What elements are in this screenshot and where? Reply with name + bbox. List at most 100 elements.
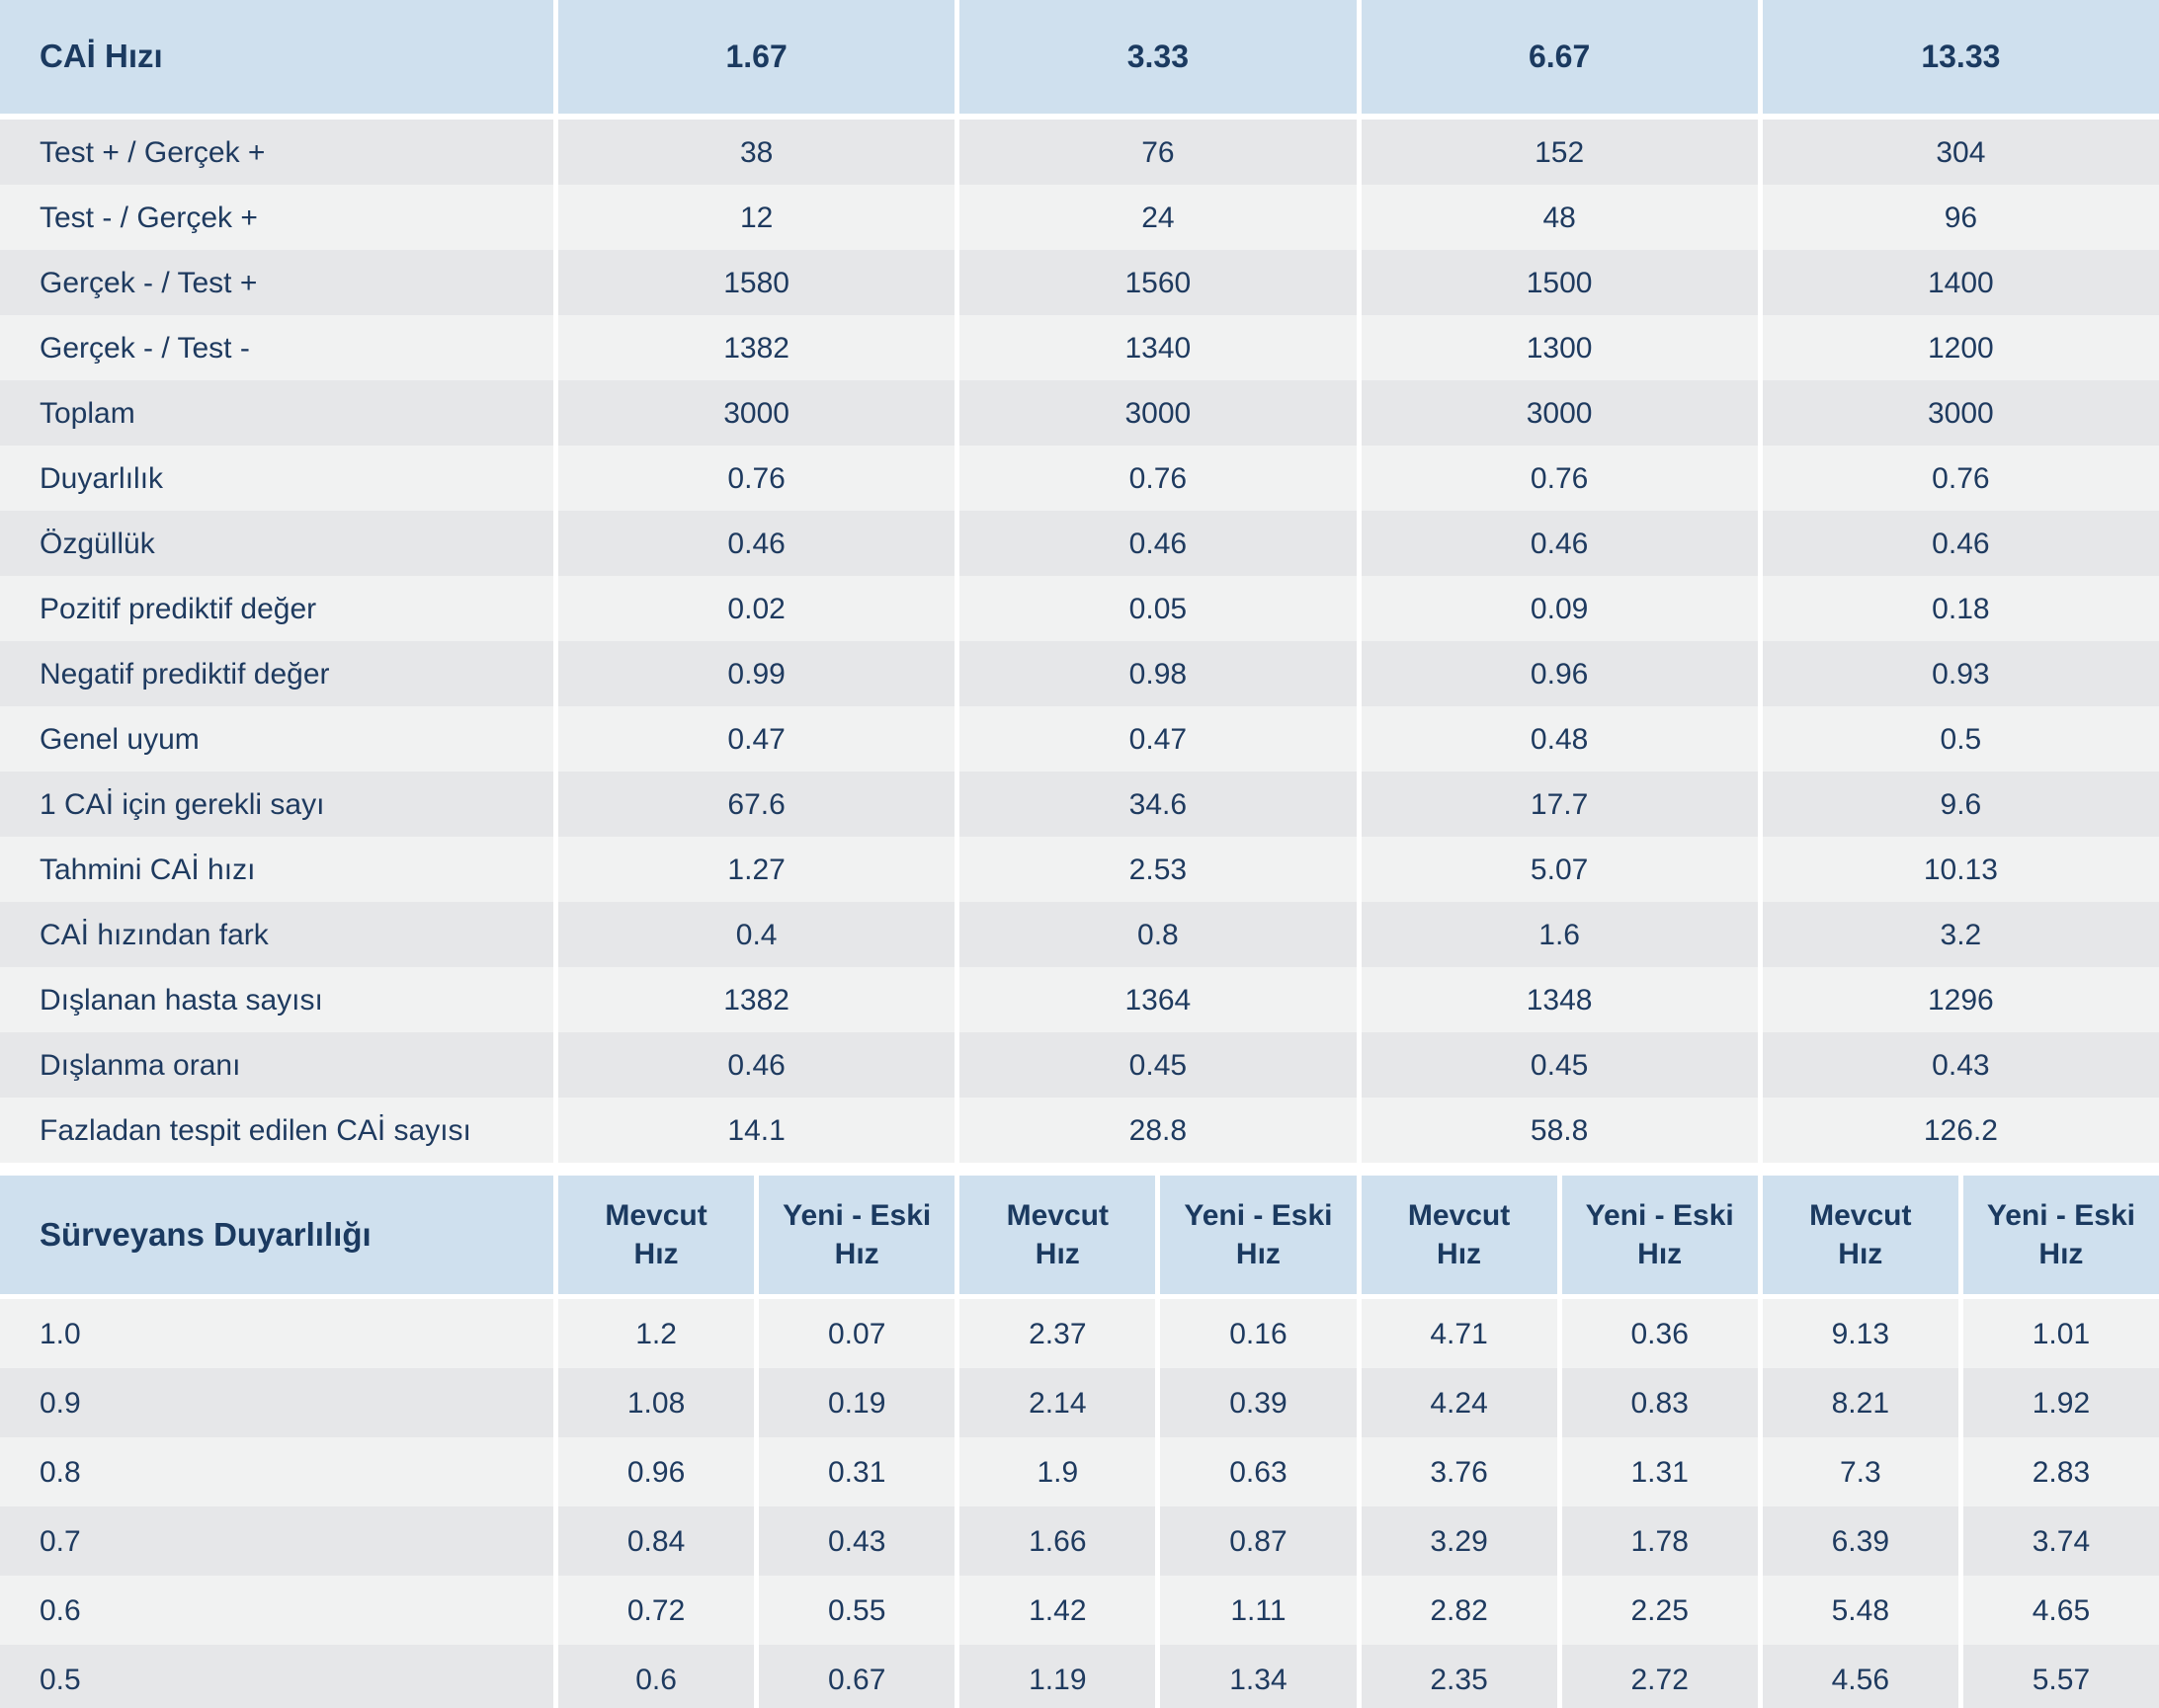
- cell-value: 1300: [1361, 315, 1758, 380]
- cell-value: 0.47: [959, 706, 1357, 772]
- cell-value: 3000: [959, 380, 1357, 446]
- cell-value: 38: [558, 120, 955, 185]
- cell-value: 3.2: [1762, 902, 2159, 967]
- table-row: Genel uyum 0.47 0.47 0.48 0.5: [0, 706, 2159, 772]
- table-row: 0.6 0.72 0.55 1.42 1.11 2.82 2.25 5.48 4.65: [0, 1576, 2159, 1645]
- cell-value: 0.19: [759, 1368, 955, 1437]
- cell-value: 4.71: [1361, 1299, 1557, 1368]
- cell-value: 0.5: [1762, 706, 2159, 772]
- cell-value: 1382: [558, 315, 955, 380]
- cell-value: 0.47: [558, 706, 955, 772]
- column-header: Yeni - Eski Hız: [1160, 1176, 1357, 1294]
- cai-rate-header-row: CAİ Hızı 1.67 3.33 6.67 13.33: [0, 0, 2159, 114]
- cell-value: 3000: [558, 380, 955, 446]
- column-header: 13.33: [1762, 0, 2159, 114]
- cell-value: 304: [1762, 120, 2159, 185]
- cell-value: 24: [959, 185, 1357, 250]
- row-label: 1 CAİ için gerekli sayı: [0, 772, 553, 837]
- cell-value: 1.66: [959, 1506, 1156, 1576]
- cell-value: 0.46: [1762, 511, 2159, 576]
- table-row: Negatif prediktif değer 0.99 0.98 0.96 0.93: [0, 641, 2159, 706]
- cell-value: 0.84: [558, 1506, 755, 1576]
- cell-value: 76: [959, 120, 1357, 185]
- column-header: 6.67: [1361, 0, 1758, 114]
- row-label: 0.6: [0, 1576, 553, 1645]
- table-row: Toplam 3000 3000 3000 3000: [0, 380, 2159, 446]
- cell-value: 1.6: [1361, 902, 1758, 967]
- cell-value: 1500: [1361, 250, 1758, 315]
- column-header: 1.67: [558, 0, 955, 114]
- cell-value: 8.21: [1762, 1368, 1958, 1437]
- cell-value: 0.98: [959, 641, 1357, 706]
- cell-value: 0.99: [558, 641, 955, 706]
- cell-value: 2.35: [1361, 1645, 1557, 1708]
- row-label: Genel uyum: [0, 706, 553, 772]
- cell-value: 0.4: [558, 902, 955, 967]
- cell-value: 1.9: [959, 1437, 1156, 1506]
- row-label: Dışlanan hasta sayısı: [0, 967, 553, 1032]
- column-header: Mevcut Hız: [1361, 1176, 1557, 1294]
- cell-value: 14.1: [558, 1098, 955, 1163]
- row-label: 1.0: [0, 1299, 553, 1368]
- column-header: Mevcut Hız: [959, 1176, 1156, 1294]
- cell-value: 3000: [1762, 380, 2159, 446]
- cell-value: 10.13: [1762, 837, 2159, 902]
- cell-value: 34.6: [959, 772, 1357, 837]
- cell-value: 0.96: [1361, 641, 1758, 706]
- cell-value: 0.46: [558, 511, 955, 576]
- cell-value: 96: [1762, 185, 2159, 250]
- cell-value: 0.63: [1160, 1437, 1357, 1506]
- cell-value: 0.05: [959, 576, 1357, 641]
- table-row: Duyarlılık 0.76 0.76 0.76 0.76: [0, 446, 2159, 511]
- row-label: Gerçek - / Test +: [0, 250, 553, 315]
- cell-value: 1382: [558, 967, 955, 1032]
- cell-value: 1.08: [558, 1368, 755, 1437]
- cell-value: 0.76: [558, 446, 955, 511]
- table-row: Dışlanma oranı 0.46 0.45 0.45 0.43: [0, 1032, 2159, 1098]
- column-header: Mevcut Hız: [558, 1176, 755, 1294]
- cell-value: 0.8: [959, 902, 1357, 967]
- cell-value: 0.16: [1160, 1299, 1357, 1368]
- cell-value: 2.37: [959, 1299, 1156, 1368]
- cell-value: 5.57: [1962, 1645, 2159, 1708]
- cell-value: 0.45: [1361, 1032, 1758, 1098]
- cell-value: 2.53: [959, 837, 1357, 902]
- cell-value: 0.87: [1160, 1506, 1357, 1576]
- cell-value: 1.78: [1561, 1506, 1758, 1576]
- row-label: CAİ hızından fark: [0, 902, 553, 967]
- cell-value: 0.6: [558, 1645, 755, 1708]
- cell-value: 1.27: [558, 837, 955, 902]
- cell-value: 17.7: [1361, 772, 1758, 837]
- cell-value: 3.74: [1962, 1506, 2159, 1576]
- cell-value: 67.6: [558, 772, 955, 837]
- cai-rate-corner-label: CAİ Hızı: [0, 0, 553, 114]
- cell-value: 0.18: [1762, 576, 2159, 641]
- cell-value: 0.76: [1762, 446, 2159, 511]
- table-row: Gerçek - / Test -1382 1340 1300 1200: [0, 315, 2159, 380]
- row-label: Test + / Gerçek +: [0, 120, 553, 185]
- cell-value: 152: [1361, 120, 1758, 185]
- table-row: 0.8 0.96 0.31 1.9 0.63 3.76 1.31 7.3 2.83: [0, 1437, 2159, 1506]
- row-label: Toplam: [0, 380, 553, 446]
- cell-value: 12: [558, 185, 955, 250]
- table-row: 0.5 0.6 0.67 1.19 1.34 2.35 2.72 4.56 5.57: [0, 1645, 2159, 1708]
- row-label: 0.8: [0, 1437, 553, 1506]
- cell-value: 2.72: [1561, 1645, 1758, 1708]
- column-header: 3.33: [959, 0, 1357, 114]
- cai-rate-table-body: Test + / Gerçek +38 76 152 304 Test - / Gerç…: [0, 120, 2159, 1163]
- row-label: Negatif prediktif değer: [0, 641, 553, 706]
- cell-value: 3.76: [1361, 1437, 1557, 1506]
- cai-rate-table: CAİ Hızı 1.67 3.33 6.67 13.33 Test + / Gerç…: [0, 0, 2159, 1163]
- cell-value: 1364: [959, 967, 1357, 1032]
- cell-value: 0.45: [959, 1032, 1357, 1098]
- cell-value: 1.01: [1962, 1299, 2159, 1368]
- row-label: 0.7: [0, 1506, 553, 1576]
- column-header: Yeni - Eski Hız: [759, 1176, 955, 1294]
- table-row: Gerçek - / Test +1580 1560 1500 1400: [0, 250, 2159, 315]
- cell-value: 0.96: [558, 1437, 755, 1506]
- cell-value: 1580: [558, 250, 955, 315]
- cell-value: 0.72: [558, 1576, 755, 1645]
- row-label: Dışlanma oranı: [0, 1032, 553, 1098]
- row-label: Tahmini CAİ hızı: [0, 837, 553, 902]
- cell-value: 1.92: [1962, 1368, 2159, 1437]
